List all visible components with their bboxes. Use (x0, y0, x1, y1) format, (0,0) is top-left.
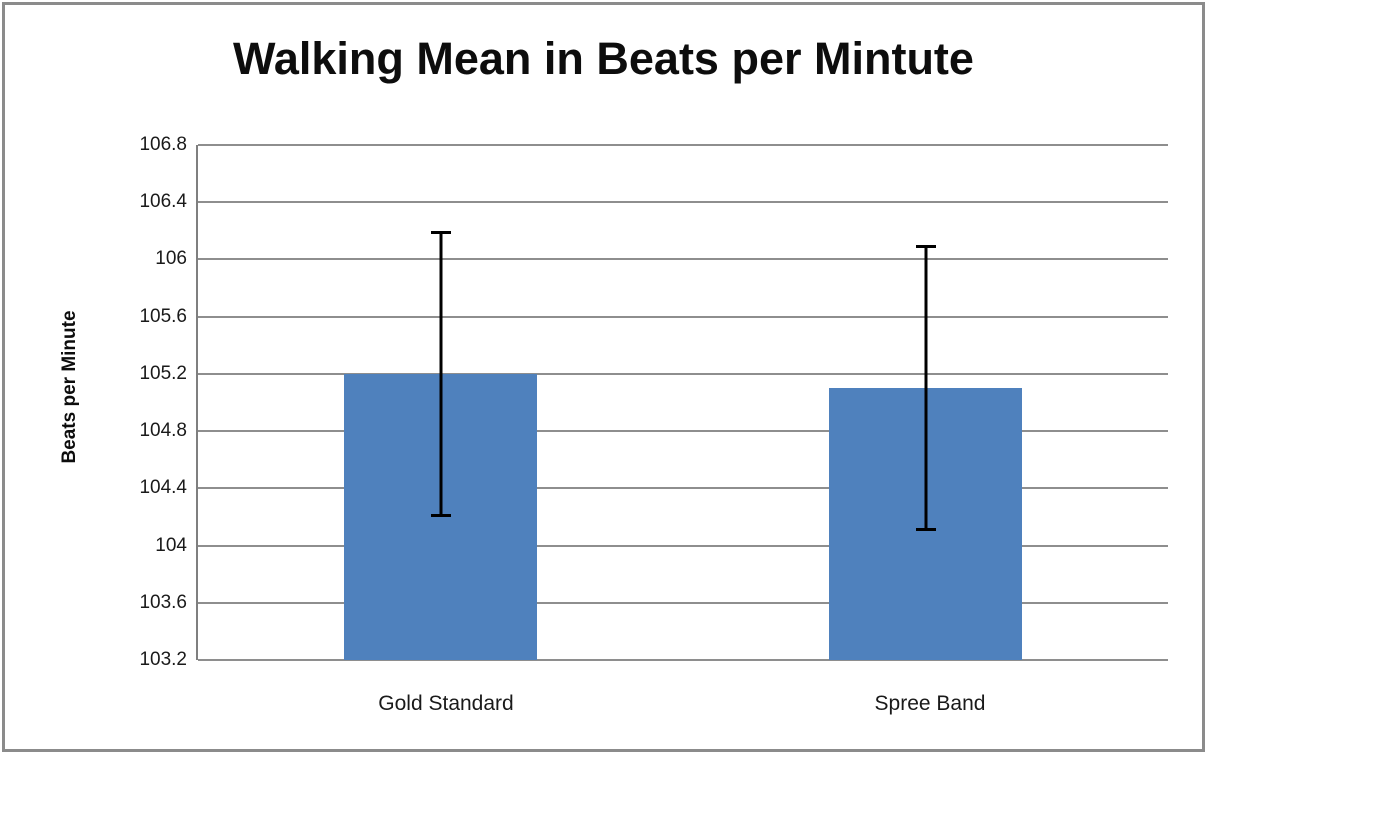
y-axis-line (196, 145, 198, 660)
error-bar-line (924, 245, 927, 532)
chart-frame: Walking Mean in Beats per Mintute Beats … (2, 2, 1205, 752)
error-bar-cap-bottom (915, 528, 936, 532)
y-tick-label: 104.8 (139, 420, 187, 442)
gridline (198, 258, 1168, 261)
x-tick-label-spree-band: Spree Band (874, 692, 986, 715)
gridline (198, 544, 1168, 547)
gridline (198, 601, 1168, 604)
gridline (198, 201, 1168, 204)
gridline (198, 315, 1168, 318)
gridline (198, 430, 1168, 433)
y-tick-label: 103.6 (139, 591, 187, 613)
plot-area: 106.8 106.4 106 105.6 105.2 104.8 104.4 104 103.… (139, 134, 1168, 670)
x-tick-label-gold-standard: Gold Standard (378, 692, 514, 715)
y-tick-label: 104.4 (139, 477, 187, 499)
y-tick-label: 104 (155, 534, 187, 556)
gridline (198, 372, 1168, 375)
gridline (198, 659, 1168, 661)
y-tick-label: 103.2 (139, 649, 187, 670)
y-axis-title-text: Beats per Minute (59, 310, 80, 464)
y-tick-label: 106 (155, 248, 187, 270)
error-bar-cap-top (430, 230, 451, 234)
gridline (198, 144, 1168, 146)
error-bar-line (439, 230, 442, 517)
error-bar-cap-bottom (430, 513, 451, 517)
chart-title: Walking Mean in Beats per Mintute (233, 33, 974, 84)
gridline (198, 487, 1168, 490)
y-tick-label: 106.4 (139, 191, 187, 213)
error-bar-cap-top (915, 245, 936, 249)
y-tick-label: 105.2 (139, 362, 187, 384)
y-tick-label: 106.8 (139, 134, 187, 155)
y-tick-label: 105.6 (139, 305, 187, 327)
